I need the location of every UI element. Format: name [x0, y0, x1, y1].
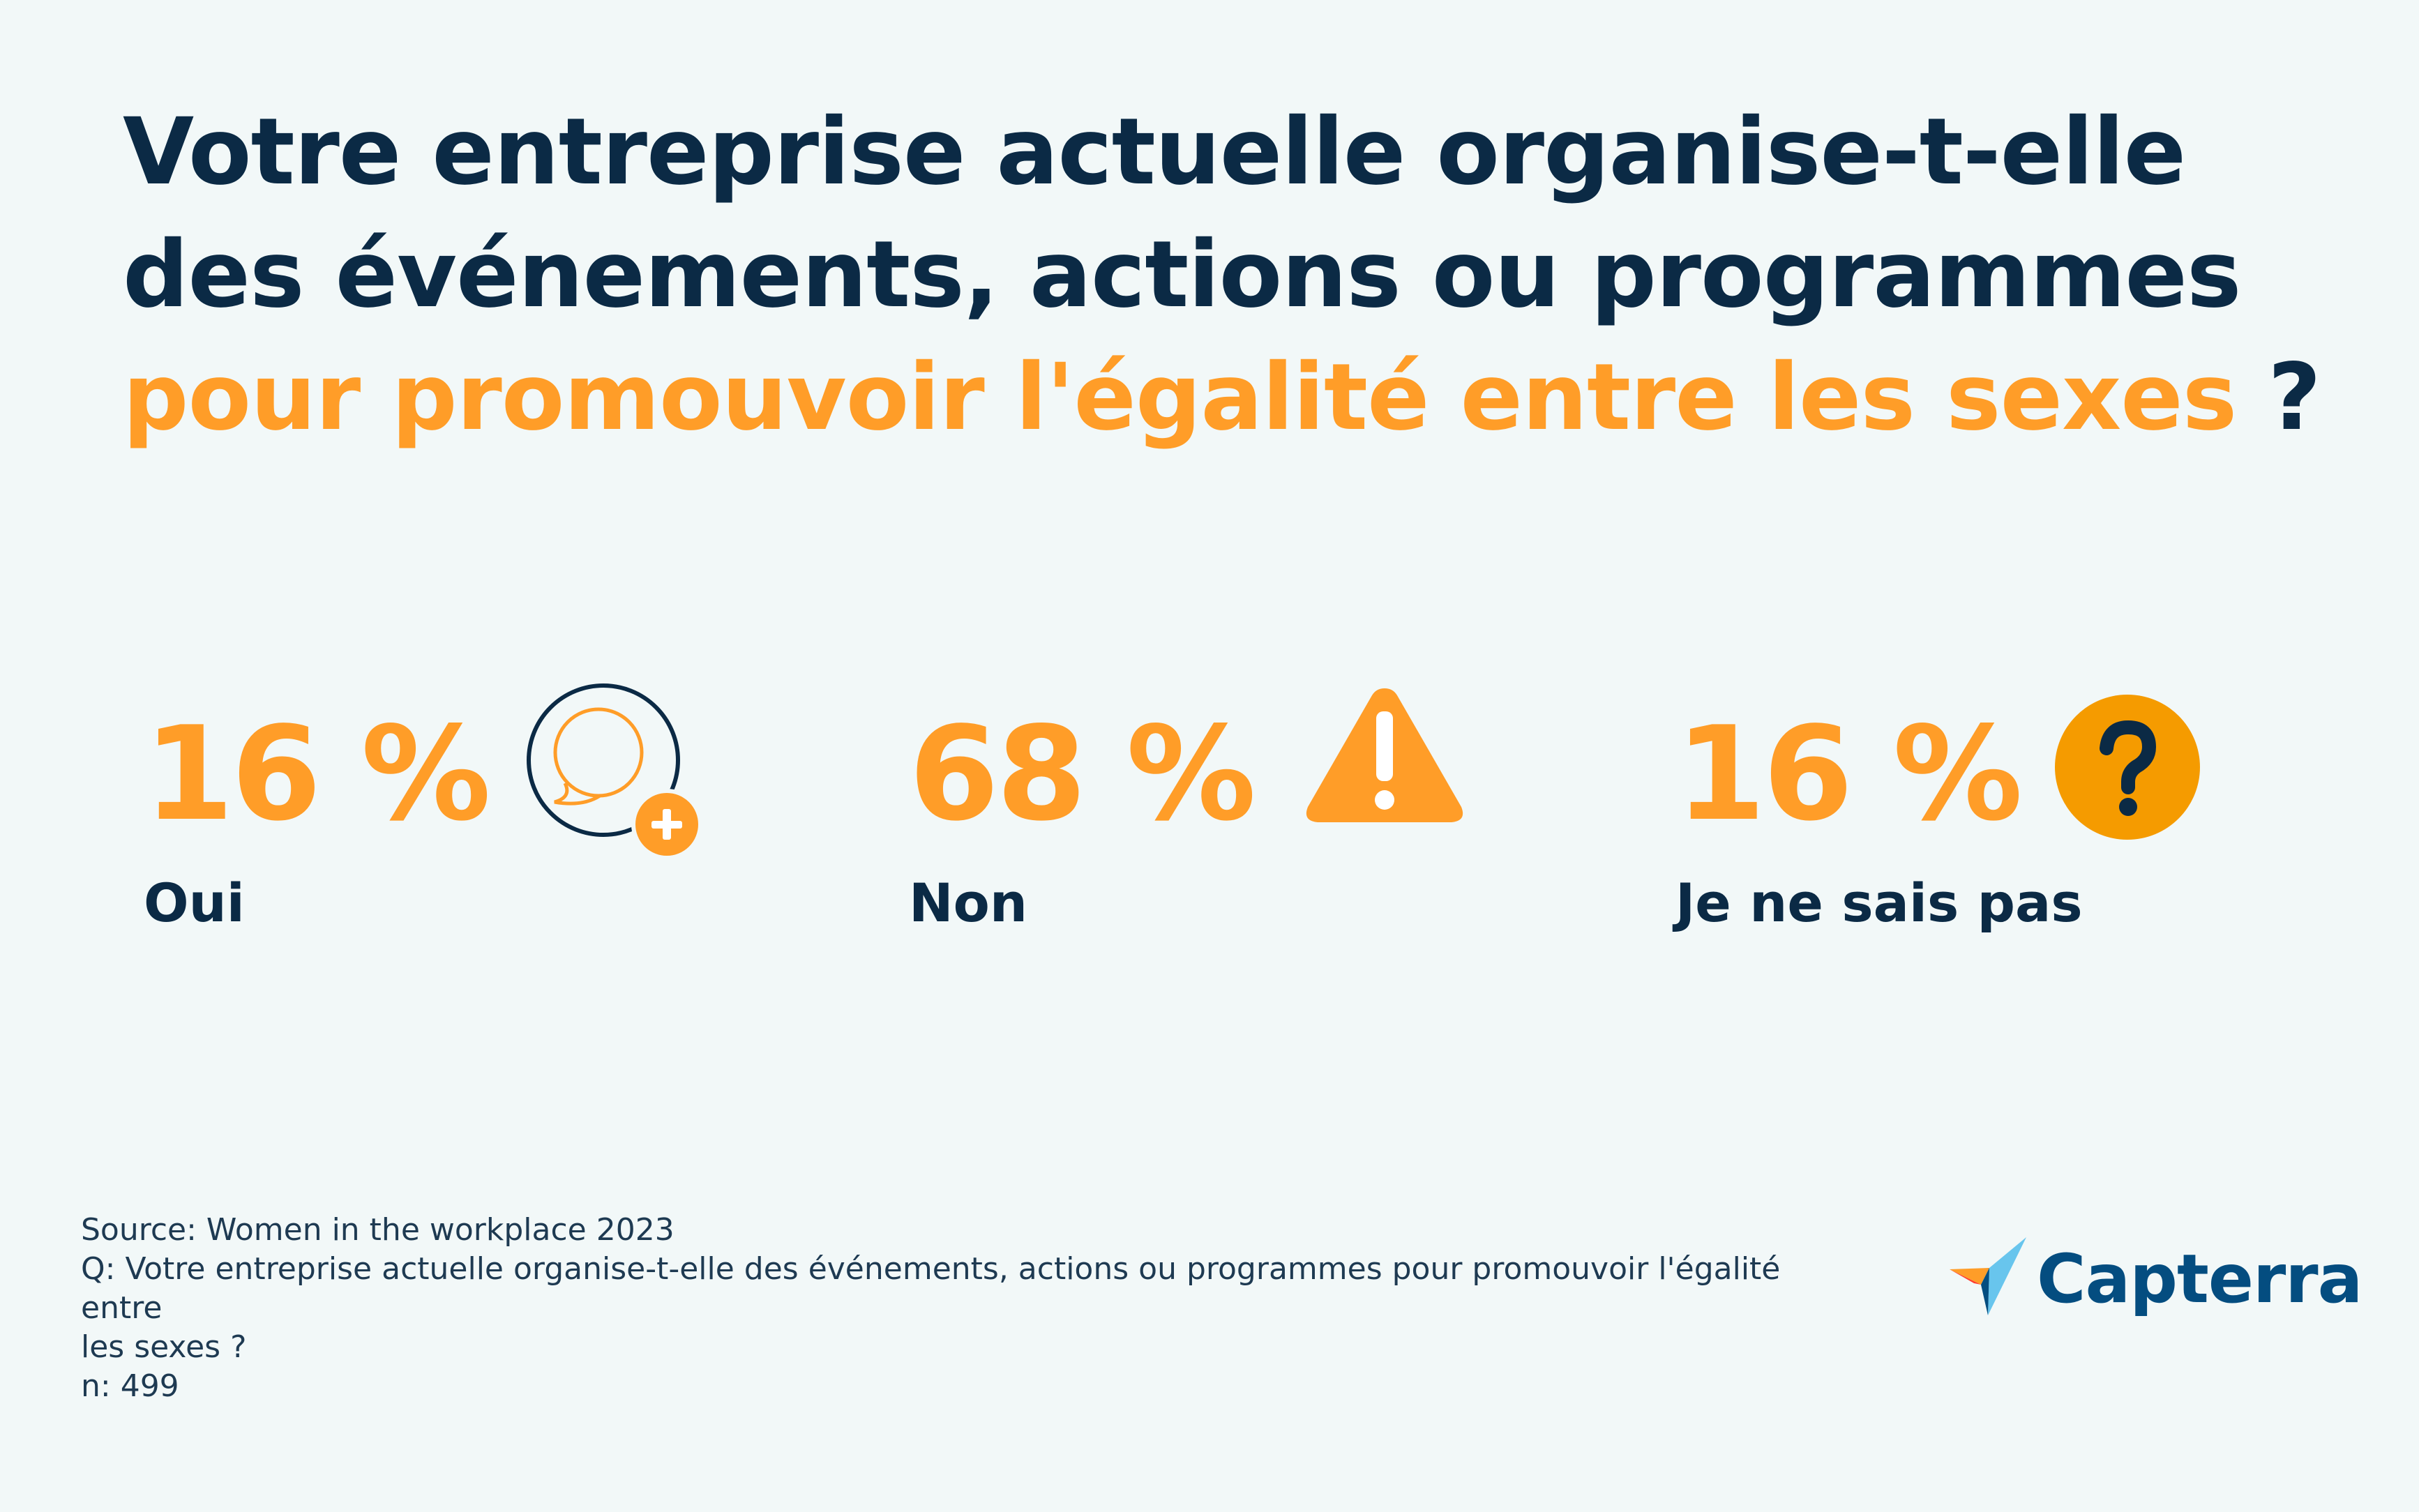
question-text-line-1: Q: Votre entreprise actuelle organise-t-…: [81, 1251, 1781, 1326]
stat-value: 16 %: [144, 698, 491, 849]
stat-oui: 16 % Oui: [144, 698, 491, 935]
title-line-2: des événements, actions ou programmes: [123, 221, 2242, 328]
stat-label: Non: [909, 872, 1027, 934]
warning-icon: [1306, 688, 1463, 822]
stat-label: Je ne sais pas: [1675, 872, 2083, 934]
stat-value: 68 %: [909, 698, 1256, 849]
title-line-1: Votre entreprise actuelle organise-t-ell…: [123, 98, 2186, 206]
user-add-icon: [527, 683, 702, 860]
capterra-logo-text: Capterra: [2037, 1240, 2363, 1318]
title-line-3: pour promouvoir l'égalité entre les sexe…: [123, 336, 2321, 459]
sample-size: n: 499: [81, 1368, 179, 1404]
question-icon: [2055, 695, 2200, 840]
source-text: Source: Women in the workplace 2023: [81, 1212, 675, 1248]
capterra-logo-icon: [1950, 1237, 2026, 1315]
capterra-logo: Capterra: [1946, 1234, 2363, 1325]
title-question-mark: ?: [2236, 344, 2321, 451]
question-text-line-2: les sexes ?: [81, 1329, 247, 1365]
title-highlight: pour promouvoir l'égalité entre les sexe…: [123, 344, 2237, 451]
stat-je-ne-sais-pas: 16 % Je ne sais pas: [1675, 698, 2083, 935]
stat-value: 16 %: [1675, 698, 2023, 849]
stat-non: 68 % Non: [909, 698, 1256, 935]
footer-notes: Source: Women in the workplace 2023 Q: V…: [81, 1211, 1853, 1406]
stat-label: Oui: [144, 872, 245, 934]
page-title: Votre entreprise actuelle organise-t-ell…: [123, 91, 2321, 459]
